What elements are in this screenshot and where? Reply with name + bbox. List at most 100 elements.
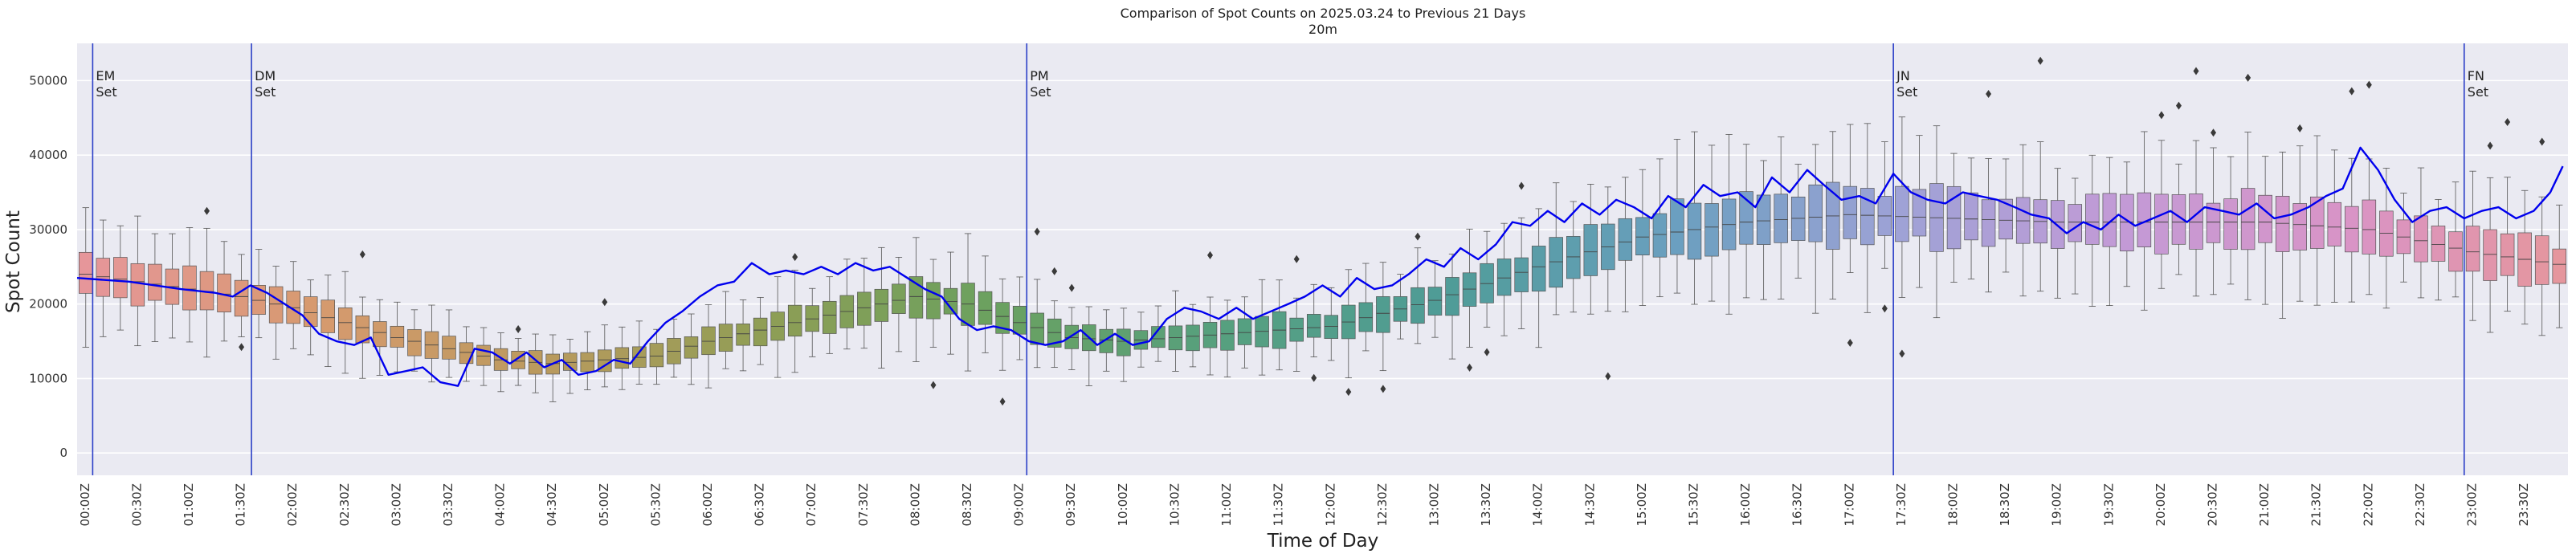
x-tick-label: 18:00Z — [1946, 483, 1961, 527]
x-tick-label: 23:00Z — [2465, 483, 2480, 527]
box — [718, 291, 733, 369]
current-series — [76, 146, 2564, 387]
box — [1202, 250, 1218, 376]
outlier-point — [2296, 124, 2303, 132]
x-tick-label: 23:30Z — [2517, 483, 2531, 527]
box — [649, 328, 664, 385]
box-body — [874, 288, 889, 322]
box-body — [1445, 277, 1459, 316]
x-tick-label: 13:00Z — [1427, 483, 1441, 527]
outlier-point — [2193, 67, 2199, 75]
box-body — [2465, 226, 2480, 272]
x-tick-label: 11:30Z — [1272, 483, 1286, 527]
box — [1998, 158, 2013, 273]
box — [390, 301, 405, 373]
outlier-point — [1605, 372, 1611, 381]
outlier-point — [2539, 137, 2545, 146]
box-body — [2362, 199, 2377, 255]
x-tick-label: 04:00Z — [493, 483, 508, 527]
box-body — [1427, 287, 1443, 316]
x-tick-label: 07:30Z — [856, 483, 871, 527]
x-tick-label: 15:30Z — [1686, 483, 1700, 527]
box-body — [1220, 320, 1235, 351]
x-tick-label: 20:30Z — [2206, 483, 2220, 527]
x-tick-label: 00:30Z — [129, 483, 144, 527]
outlier-point — [204, 206, 210, 215]
x-tick-label: 14:00Z — [1531, 483, 1545, 527]
box — [2137, 131, 2152, 311]
outlier-point — [2487, 141, 2493, 150]
box — [2120, 161, 2134, 287]
box — [2483, 141, 2497, 333]
box-body — [580, 352, 595, 373]
box-body — [355, 315, 370, 344]
box — [2517, 189, 2532, 325]
box-body — [2483, 229, 2497, 281]
x-tick-label: 14:30Z — [1582, 483, 1597, 527]
x-tick-label: 17:00Z — [1842, 483, 1856, 527]
x-tick-label: 06:30Z — [753, 483, 767, 527]
box-body — [1583, 224, 1598, 276]
outlier-point — [1034, 227, 1040, 236]
x-tick-label: 01:30Z — [234, 483, 248, 527]
box-body — [1843, 185, 1858, 239]
box — [1220, 299, 1235, 378]
outlier-point — [2037, 56, 2043, 65]
box — [580, 331, 595, 390]
box — [1324, 287, 1339, 361]
outlier-point — [602, 298, 608, 307]
marker-label: EM — [96, 68, 115, 83]
box — [2379, 168, 2394, 309]
box-body — [2223, 198, 2238, 250]
box-body — [1998, 198, 2013, 240]
box-body — [2309, 196, 2325, 249]
y-tick-label: 40000 — [29, 148, 67, 162]
box — [787, 253, 802, 373]
box — [1306, 283, 1321, 382]
x-tick-label: 01:00Z — [182, 483, 196, 527]
outlier-point — [1311, 373, 1317, 382]
box-body — [908, 276, 924, 319]
x-tick-label: 00:00Z — [78, 483, 92, 527]
box — [1341, 269, 1356, 397]
x-tick-label: 03:00Z — [389, 483, 403, 527]
box-body — [1981, 199, 1996, 247]
box-body — [1376, 296, 1390, 333]
outlier-point — [792, 253, 798, 262]
x-tick-label: 12:00Z — [1323, 483, 1337, 527]
x-tick-label: 09:00Z — [1012, 483, 1027, 527]
x-tick-label: 05:30Z — [648, 483, 663, 527]
box — [770, 276, 785, 378]
box-body — [96, 258, 111, 297]
box — [1393, 274, 1408, 340]
box-body — [926, 282, 941, 320]
box — [1410, 232, 1425, 344]
box — [1946, 153, 1962, 283]
box-body — [1687, 202, 1702, 260]
box — [1981, 90, 1996, 293]
box — [805, 287, 819, 357]
box — [1514, 181, 1529, 329]
box — [943, 251, 958, 355]
box-series — [79, 56, 2566, 406]
x-tick-label: 16:00Z — [1738, 483, 1753, 527]
box — [1272, 279, 1287, 371]
box — [148, 233, 162, 342]
x-tick-label: 05:00Z — [597, 483, 611, 527]
box — [1168, 290, 1183, 372]
x-tick-label: 18:30Z — [1998, 483, 2012, 527]
x-tick-label: 11:00Z — [1219, 483, 1234, 527]
box — [1255, 279, 1269, 376]
box — [1427, 260, 1443, 338]
box — [2465, 170, 2480, 321]
box-body — [2500, 233, 2515, 276]
y-axis-ticks: 0 10000 20000 30000 40000 50000 — [29, 73, 67, 460]
box — [2085, 154, 2100, 307]
outlier-point — [2366, 80, 2372, 89]
box — [1912, 135, 1927, 288]
outlier-point — [1467, 363, 1473, 372]
box — [2327, 149, 2342, 303]
box-body — [736, 324, 750, 346]
box-body — [1531, 246, 1546, 292]
outlier-point — [1345, 388, 1352, 397]
